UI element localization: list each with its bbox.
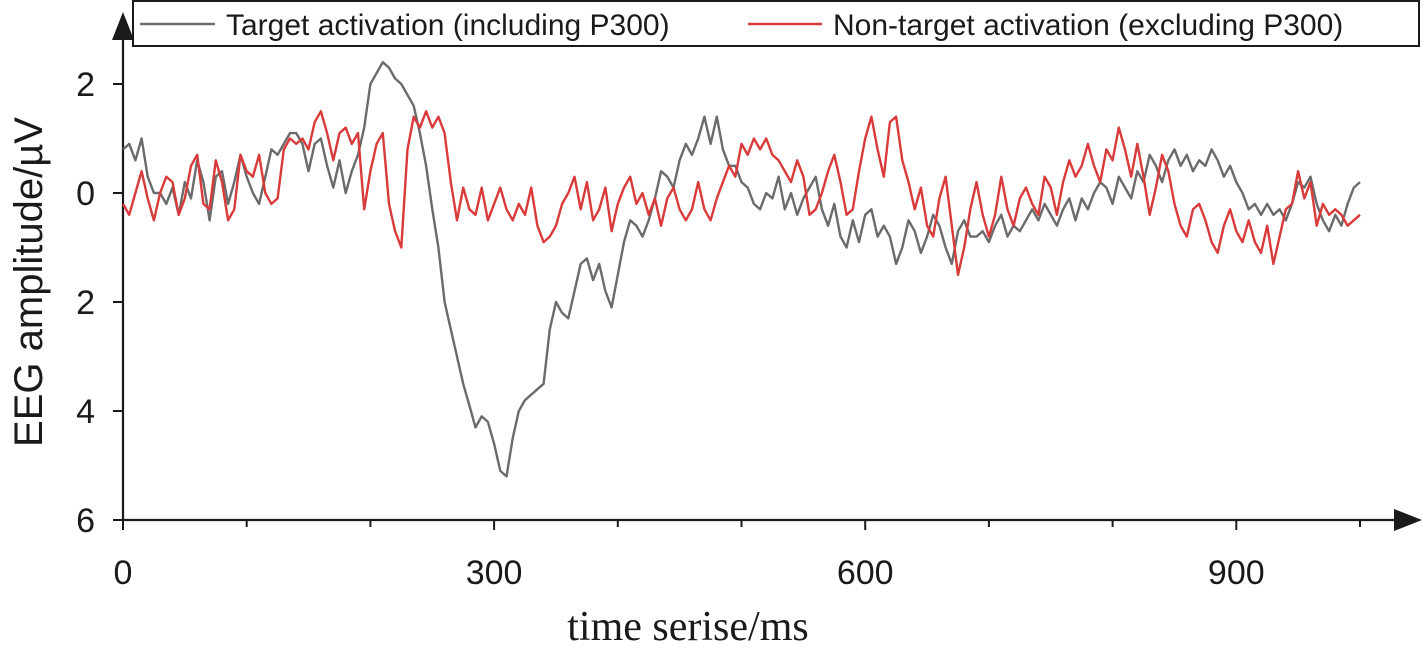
y-tick-label: 2 [76,66,95,104]
y-tick-label: 2 [76,284,95,322]
x-axis-arrow [1394,509,1422,531]
y-tick-label: 6 [76,502,95,540]
y-tick-label: 4 [76,393,95,431]
y-axis-arrow [112,12,134,40]
x-tick-label: 600 [837,554,894,592]
legend-label: Target activation (including P300) [226,9,670,42]
y-axis-label: EEG amplitude/µV [7,117,51,447]
x-tick-label: 900 [1208,554,1265,592]
legend-label: Non-target activation (excluding P300) [833,9,1343,42]
series-group [121,61,1361,478]
x-tick-label: 0 [114,554,133,592]
y-tick-label: 0 [76,175,95,213]
x-tick-label: 300 [466,554,523,592]
legend: Target activation (including P300) Non-ta… [132,0,1420,47]
x-axis-label: time serise/ms [567,604,808,650]
series-nontarget-line [121,110,1361,276]
series-target-line [122,61,1361,478]
